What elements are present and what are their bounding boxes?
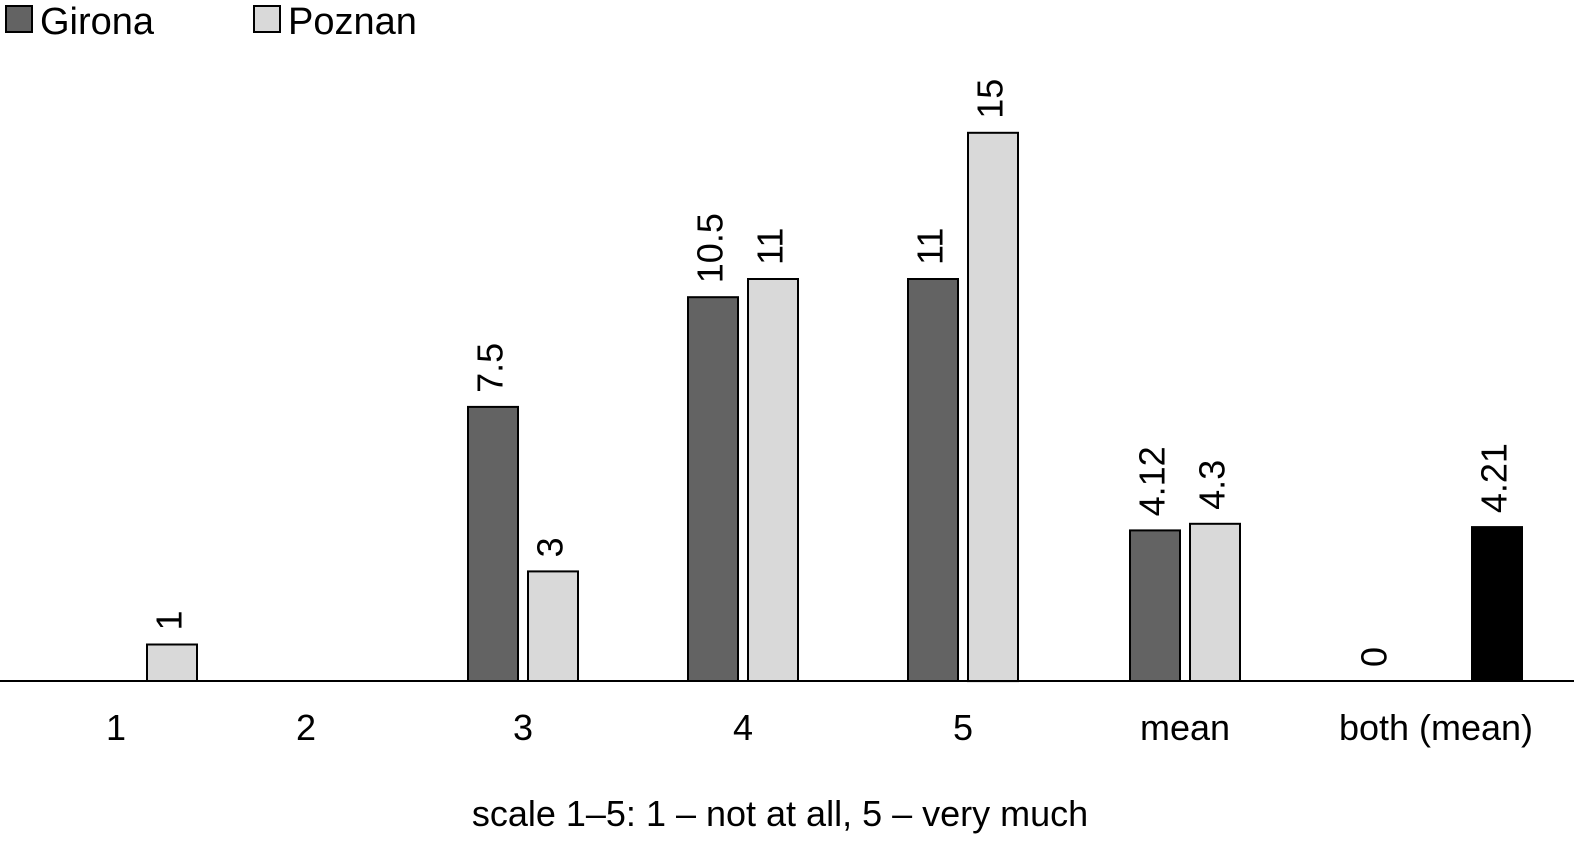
bar-poznan-5	[967, 131, 1019, 683]
bar-poznan-both-mean-	[1471, 526, 1523, 682]
bar-poznan-4	[747, 278, 799, 682]
legend: Girona Poznan	[5, 1, 417, 43]
legend-swatch-girona	[5, 5, 33, 33]
bar-girona-mean	[1129, 529, 1181, 683]
data-labels: 7.5 10.5 11 4.12 0 1 3 11 15 4.3 4.21	[149, 79, 1515, 667]
data-label-girona-both-mean-: 0	[1354, 647, 1395, 667]
x-tick-labels: 1 2 3 4 5 mean both (mean)	[106, 707, 1533, 748]
x-tick-label: 2	[296, 707, 316, 748]
x-tick-label: 3	[513, 707, 533, 748]
bar-girona-3	[467, 405, 519, 682]
bar-poznan-1	[146, 643, 198, 682]
data-label-poznan-both-mean-: 4.21	[1474, 443, 1515, 513]
bar-poznan-3	[527, 570, 579, 683]
bar-girona-5	[907, 278, 959, 682]
legend-label-girona: Girona	[40, 1, 155, 43]
bar-girona-4	[687, 296, 739, 682]
x-tick-label: 5	[953, 707, 973, 748]
legend-label-poznan: Poznan	[288, 1, 417, 43]
x-axis-label: scale 1–5: 1 – not at all, 5 – very much	[472, 793, 1088, 834]
data-label-poznan-1: 1	[149, 610, 190, 630]
data-label-girona-mean: 4.12	[1132, 446, 1173, 516]
bars	[146, 131, 1523, 683]
data-label-girona-5: 11	[910, 228, 951, 265]
data-label-poznan-4: 11	[750, 228, 791, 265]
data-label-girona-4: 10.5	[690, 213, 731, 283]
x-tick-label: 1	[106, 707, 126, 748]
legend-swatch-poznan	[253, 5, 281, 33]
x-tick-label: mean	[1140, 707, 1230, 748]
bar-poznan-mean	[1189, 522, 1241, 682]
data-label-girona-3: 7.5	[470, 343, 511, 393]
data-label-poznan-5: 15	[970, 79, 1011, 119]
data-label-poznan-3: 3	[530, 537, 571, 557]
x-tick-label: both (mean)	[1339, 707, 1533, 748]
x-tick-label: 4	[733, 707, 753, 748]
data-label-poznan-mean: 4.3	[1192, 460, 1233, 510]
